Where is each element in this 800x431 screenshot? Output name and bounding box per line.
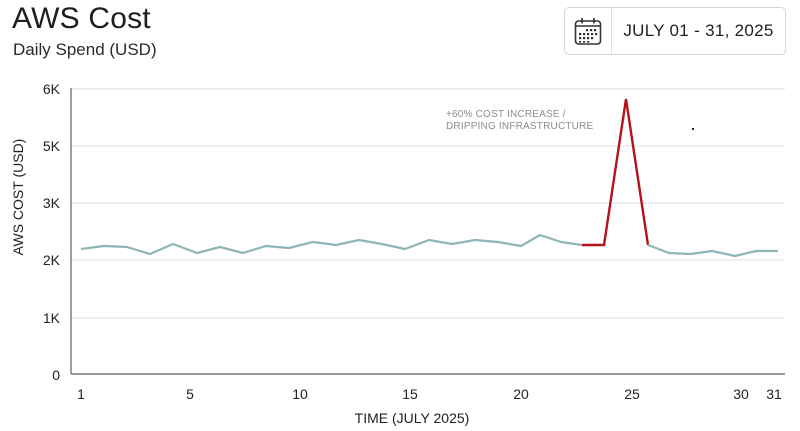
y-tick-label: 6K [43, 81, 61, 97]
calendar-icon [565, 8, 612, 54]
x-tick-label: 30 [733, 386, 749, 402]
x-tick-label: 1 [77, 386, 85, 402]
axes [70, 88, 785, 375]
y-tick-label: 3K [43, 195, 61, 211]
x-axis-title: TIME (JULY 2025) [355, 410, 470, 426]
date-range-picker[interactable]: JULY 01 - 31, 2025 [564, 7, 786, 55]
x-tick-label: 31 [766, 386, 782, 402]
baseline-spend-line-after [647, 243, 778, 258]
x-tick-label: 10 [292, 386, 308, 402]
marker-dot [692, 128, 694, 130]
y-axis-title: AWS COST (USD) [10, 139, 26, 256]
x-tick-label: 20 [513, 386, 529, 402]
x-axis-ticks: 1 5 10 15 20 25 30 31 [77, 386, 782, 402]
spike-spend-line [582, 98, 650, 247]
spike-annotation-line-2: DRIPPING INFRASTRUCTURE [446, 121, 594, 132]
y-axis-ticks: 0 1K 2K 3K 5K 6K [43, 81, 61, 383]
page-title: AWS Cost [12, 2, 151, 35]
x-tick-label: 5 [186, 386, 194, 402]
spike-annotation-line-1: +60% COST INCREASE / [446, 109, 566, 120]
y-tick-label: 0 [52, 367, 60, 383]
gridlines [71, 88, 785, 319]
y-tick-label: 5K [43, 138, 61, 154]
baseline-spend-line [80, 233, 583, 256]
page-subtitle: Daily Spend (USD) [13, 40, 157, 59]
y-tick-label: 2K [43, 252, 61, 268]
y-tick-label: 1K [43, 310, 61, 326]
x-tick-label: 25 [624, 386, 640, 402]
x-tick-label: 15 [402, 386, 418, 402]
date-range-label: JULY 01 - 31, 2025 [623, 21, 774, 40]
